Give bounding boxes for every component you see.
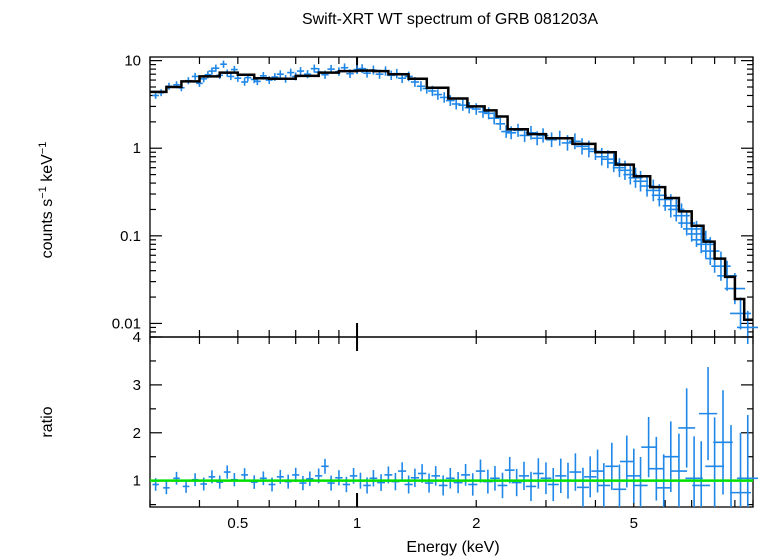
x-tick-label: 1	[353, 515, 361, 532]
x-tick-label: 2	[472, 515, 480, 532]
ratio-y-tick-label: 1	[133, 473, 141, 490]
spectrum-tick-marks	[149, 57, 754, 351]
ratio-y-tick-labels: 1 2 3 4	[133, 329, 141, 490]
ratio-plot-frame	[149, 336, 754, 508]
ratio-y-tick-label: 2	[133, 425, 141, 442]
x-axis-label: Energy (keV)	[406, 539, 499, 556]
spectrum-y-axis-label: counts s−1 keV−1	[37, 142, 56, 259]
chart-title: Swift-XRT WT spectrum of GRB 081203A	[302, 11, 598, 28]
x-tick-label: 5	[630, 515, 638, 532]
spectrum-y-tick-label: 0.01	[112, 315, 141, 332]
spectrum-y-tick-labels: 0.01 0.1 1 10	[112, 53, 141, 333]
ratio-tick-marks	[149, 323, 754, 507]
ratio-panel: 1 2 3 4 0.5 1 2 5 ratio Energy (keV)	[39, 323, 758, 556]
spectrum-panel: 0.01 0.1 1 10 counts s−1 keV−1	[37, 53, 758, 351]
ratio-data-points	[152, 367, 758, 507]
spectrum-data-points	[152, 60, 758, 345]
energy-x-tick-labels: 0.5 1 2 5	[227, 515, 638, 532]
spectrum-y-tick-label: 0.1	[120, 228, 141, 245]
ratio-y-tick-label: 3	[133, 377, 141, 394]
x-tick-label: 0.5	[227, 515, 248, 532]
ratio-y-tick-label: 4	[133, 329, 141, 346]
spectrum-model-line	[150, 69, 753, 322]
ratio-y-axis-label: ratio	[39, 406, 56, 437]
spectrum-y-tick-label: 1	[133, 140, 141, 157]
spectrum-y-tick-label: 10	[124, 53, 141, 70]
